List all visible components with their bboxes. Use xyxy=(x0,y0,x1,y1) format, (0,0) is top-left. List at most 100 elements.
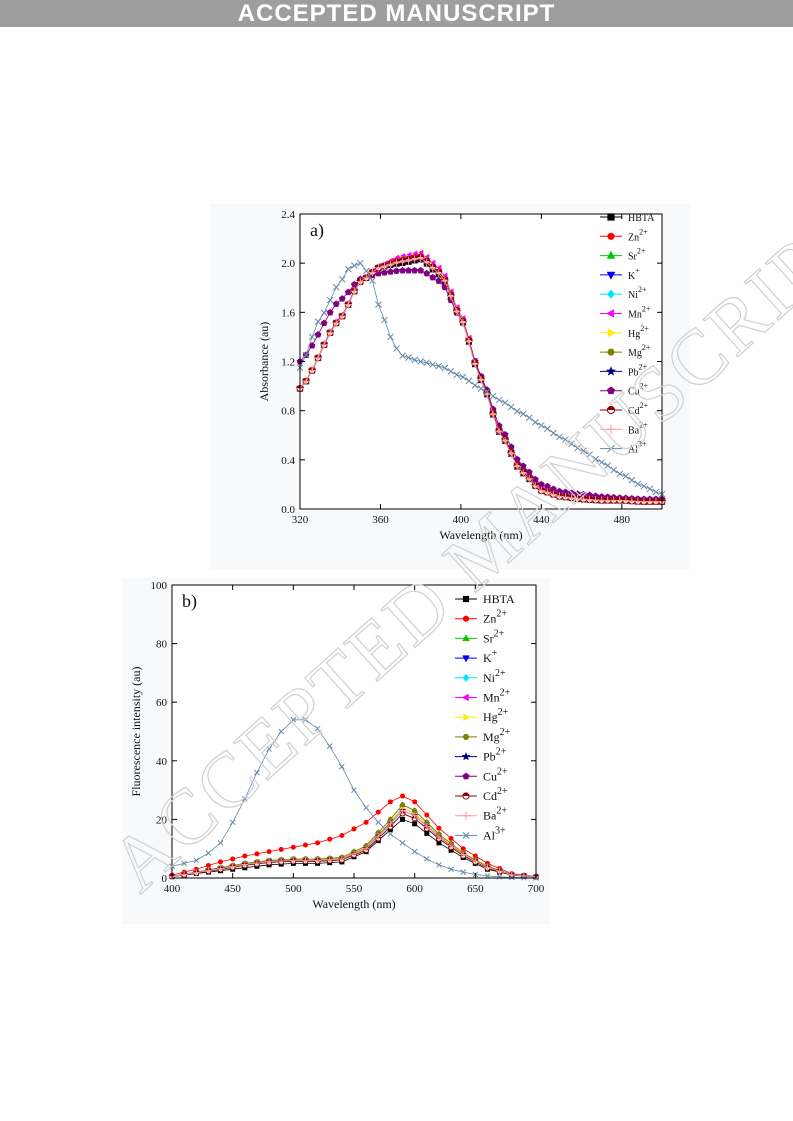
series-ba xyxy=(168,807,540,881)
data-point-al xyxy=(405,354,412,362)
data-point-al xyxy=(181,860,187,867)
data-point-ba xyxy=(380,262,389,271)
data-point-al xyxy=(387,333,394,341)
legend-label-zn: Zn2+ xyxy=(628,227,648,243)
data-point-cu xyxy=(423,269,431,277)
data-point-cu xyxy=(405,266,413,274)
data-point-cu xyxy=(393,267,400,274)
data-point-ba xyxy=(465,337,473,346)
data-point-al xyxy=(640,482,648,490)
absorbance-chart: 320 360 400 440 480 0.0 0.4 0.8 1.2 1.6 2.0 2.4 Wave… xyxy=(257,209,667,542)
data-point-al xyxy=(513,407,521,415)
data-point-ba xyxy=(410,255,419,264)
legend-label-k: K+ xyxy=(483,648,498,665)
data-point-ba xyxy=(434,269,443,278)
data-point-al xyxy=(574,444,581,452)
data-point-ba xyxy=(416,254,425,263)
legend-marker-al xyxy=(607,444,615,453)
x-tick-label: 550 xyxy=(346,883,363,895)
legend-label-hg: Hg2+ xyxy=(483,707,509,724)
legend-marker-hbta xyxy=(607,213,615,221)
data-point-ba xyxy=(477,376,485,384)
data-point-cu xyxy=(320,319,328,327)
data-point-al xyxy=(326,743,333,750)
data-point-al xyxy=(302,351,310,359)
data-point-ba xyxy=(290,857,297,864)
panel-label: b) xyxy=(182,591,197,612)
y-tick-label: 0.8 xyxy=(281,406,295,418)
fluorescence-chart: 400 450 500 550 600 650 700 0 20 40 60 80 100 Wavelen… xyxy=(129,580,545,911)
legend-item-cd: Cd2+ xyxy=(455,786,508,803)
legend-item-cd: Cd2+ xyxy=(600,401,649,417)
data-point-al xyxy=(604,462,612,469)
legend-marker-al xyxy=(462,831,470,839)
data-point-mg xyxy=(387,816,394,822)
data-point-ba xyxy=(446,292,455,301)
data-point-zn xyxy=(242,853,248,859)
legend-label-ba: Ba2+ xyxy=(628,420,648,436)
data-point-zn xyxy=(218,859,224,865)
legend-label-hg: Hg2+ xyxy=(628,324,649,340)
legend-label-pb: Pb2+ xyxy=(483,747,507,764)
legend-item-pb: Pb2+ xyxy=(455,747,507,764)
data-point-ba xyxy=(501,436,510,445)
data-point-al xyxy=(441,364,449,372)
legend-label-cu: Cu2+ xyxy=(628,382,649,398)
legend-marker-zn xyxy=(607,232,615,240)
series-group xyxy=(168,716,540,881)
data-point-al xyxy=(411,356,418,364)
x-tick-label: 400 xyxy=(453,514,470,526)
legend-marker-hg xyxy=(463,713,471,722)
data-point-al xyxy=(429,361,437,368)
data-point-ba xyxy=(205,867,212,874)
legend-marker-pb xyxy=(461,751,471,761)
legend-label-sr: Sr2+ xyxy=(483,628,505,645)
data-point-al xyxy=(350,262,358,269)
data-point-ba xyxy=(350,287,359,296)
data-point-ba xyxy=(332,319,341,327)
data-point-al xyxy=(531,418,539,426)
y-tick-label: 100 xyxy=(151,580,168,592)
data-point-cu xyxy=(326,308,334,316)
data-point-ba xyxy=(229,863,236,870)
data-point-al xyxy=(622,472,630,480)
data-point-ba xyxy=(567,494,576,502)
data-point-ba xyxy=(422,258,431,267)
data-point-ba xyxy=(411,812,418,819)
data-point-al xyxy=(544,425,551,432)
data-point-al xyxy=(302,716,309,723)
data-point-ba xyxy=(495,427,503,436)
data-point-ba xyxy=(399,807,406,814)
legend-label-al: Al3+ xyxy=(483,825,506,842)
legend-label-mn: Mn2+ xyxy=(628,305,651,321)
data-point-ba xyxy=(472,857,479,865)
legend-label-k: K+ xyxy=(628,266,640,282)
data-point-ba xyxy=(344,300,353,309)
x-tick-label: 320 xyxy=(292,514,309,526)
legend-marker-ni xyxy=(607,289,615,299)
data-point-ba xyxy=(549,490,558,499)
legend-item-sr: Sr2+ xyxy=(455,628,505,645)
data-point-cu xyxy=(411,266,419,274)
legend-item-cu: Cu2+ xyxy=(455,766,508,783)
legend-item-al: Al3+ xyxy=(455,825,506,842)
data-point-ba xyxy=(459,318,467,327)
panel-label: a) xyxy=(310,220,324,241)
data-point-ba xyxy=(277,857,285,865)
data-point-al xyxy=(266,746,272,752)
data-point-al xyxy=(477,385,485,392)
data-point-ba xyxy=(386,260,395,269)
data-point-ba xyxy=(308,366,316,375)
legend-label-mn: Mn2+ xyxy=(483,688,511,705)
data-point-al xyxy=(193,857,200,864)
series-al xyxy=(169,716,539,881)
data-point-al xyxy=(399,352,406,360)
y-tick-label: 2.0 xyxy=(281,258,295,270)
data-point-cu xyxy=(332,300,340,307)
data-point-ba xyxy=(368,268,377,277)
data-point-al xyxy=(278,728,285,735)
data-point-cu xyxy=(429,273,437,281)
data-point-al xyxy=(399,839,406,846)
data-point-zn xyxy=(375,809,381,815)
y-tick-label: 80 xyxy=(156,639,168,651)
